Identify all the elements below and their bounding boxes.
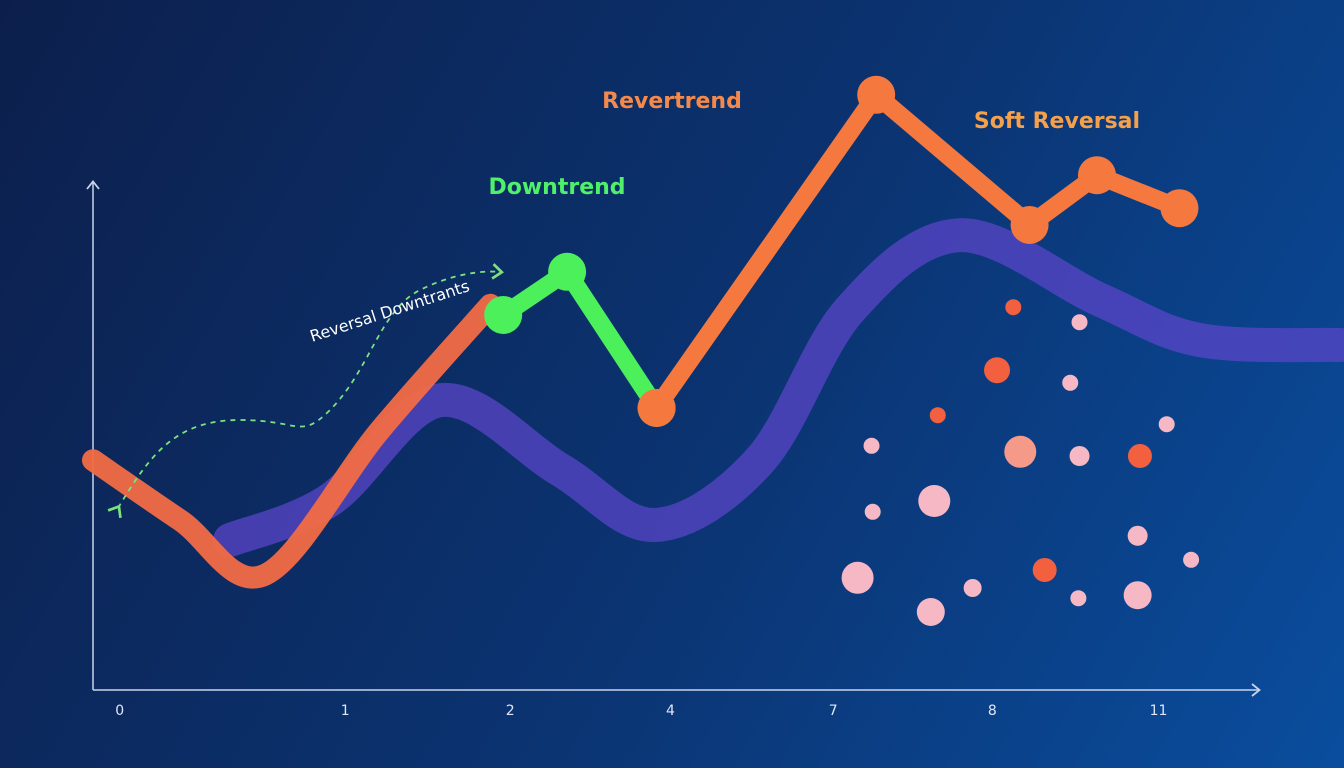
scatter-dot — [918, 485, 951, 517]
trend-curve — [82, 293, 502, 589]
scatter-dot — [1062, 374, 1079, 391]
annotation: Downtrend — [488, 175, 625, 200]
annotation: Reversal Downtrants — [308, 276, 472, 346]
scatter-dot — [1127, 525, 1148, 546]
scatter-dot — [1032, 558, 1057, 582]
scatter-dot — [864, 503, 881, 520]
trend-line — [494, 262, 666, 417]
trend-point — [857, 75, 896, 114]
trend-point — [1010, 206, 1049, 244]
scatter-dot — [1071, 314, 1088, 331]
trend-point — [1160, 189, 1199, 228]
x-tick-label: 7 — [829, 703, 838, 719]
trend-point — [637, 389, 676, 427]
scatter-dot — [1005, 299, 1022, 316]
scatter-dot — [1004, 435, 1037, 468]
annotation: Soft Reversal — [974, 109, 1140, 134]
annotation-arrow — [107, 263, 504, 519]
scatter-dot — [1183, 551, 1200, 568]
scatter-dot — [984, 357, 1011, 384]
annotation: Revertrend — [602, 89, 742, 114]
x-tick-label: 2 — [506, 703, 515, 719]
scatter-dot — [1127, 444, 1152, 468]
x-tick-label: 8 — [988, 703, 997, 719]
x-tick-label: 1 — [341, 703, 350, 719]
scatter-dot — [841, 561, 874, 594]
trend-curve — [213, 218, 1344, 557]
scatter-dot — [1070, 590, 1087, 607]
trend-point — [484, 296, 523, 334]
scatter-dot — [1123, 581, 1152, 610]
x-tick-label: 4 — [666, 703, 675, 719]
scatter-dot — [963, 579, 982, 597]
scatter-dot — [1069, 446, 1090, 466]
trend-point — [1077, 156, 1116, 195]
plot-area — [82, 75, 1344, 626]
trend-point — [548, 252, 587, 291]
scatter-dot — [863, 437, 880, 454]
x-tick-label: 11 — [1150, 703, 1168, 719]
scatter-dot — [916, 598, 945, 626]
scatter-dot — [929, 407, 946, 424]
x-tick-label: 0 — [115, 703, 124, 719]
scatter-dot — [1158, 416, 1175, 433]
